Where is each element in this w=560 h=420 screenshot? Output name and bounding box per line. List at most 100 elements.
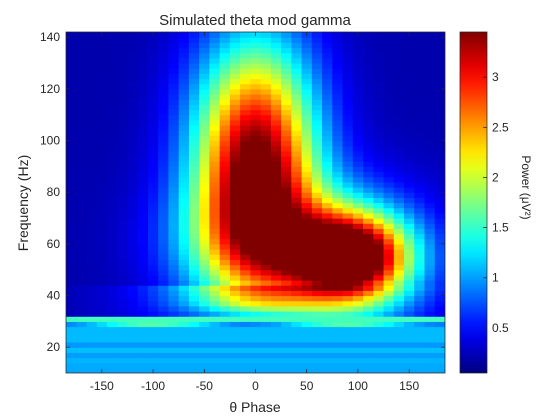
heatmap-cell xyxy=(404,316,415,322)
heatmap-cell xyxy=(219,357,231,364)
heatmap-cell xyxy=(117,171,129,178)
heatmap-cell xyxy=(240,57,251,64)
heatmap-cell xyxy=(332,295,344,302)
heatmap-cell xyxy=(434,125,445,131)
heatmap-cell xyxy=(168,254,180,260)
heatmap-cell xyxy=(66,166,77,173)
heatmap-cell xyxy=(66,228,77,235)
heatmap-cell xyxy=(219,290,231,297)
heatmap-cell xyxy=(199,83,210,90)
heatmap-cell xyxy=(137,321,149,328)
heatmap-cell xyxy=(383,130,395,136)
heatmap-cell xyxy=(342,130,354,136)
heatmap-cell xyxy=(127,290,139,297)
heatmap-cell xyxy=(434,342,445,348)
heatmap-cell xyxy=(96,130,108,136)
heatmap-cell xyxy=(209,228,221,235)
heatmap-cell xyxy=(301,249,313,255)
heatmap-cell xyxy=(322,367,333,373)
heatmap-cell xyxy=(209,99,221,105)
heatmap-cell xyxy=(311,109,323,116)
heatmap-cell xyxy=(106,347,118,353)
heatmap-cell xyxy=(127,140,139,147)
heatmap-cell xyxy=(178,104,190,111)
heatmap-cell xyxy=(342,326,354,333)
heatmap-cell xyxy=(229,68,241,74)
heatmap-cell xyxy=(76,331,88,338)
heatmap-cell xyxy=(301,347,313,353)
heatmap-cell xyxy=(137,42,149,49)
heatmap-cell xyxy=(66,197,77,204)
heatmap-cell xyxy=(106,68,118,74)
heatmap-cell xyxy=(66,342,77,348)
heatmap-cell xyxy=(106,99,118,105)
heatmap-cell xyxy=(66,119,77,126)
heatmap-cell xyxy=(342,176,354,183)
heatmap-cell xyxy=(342,109,354,116)
heatmap-cell xyxy=(158,32,170,38)
heatmap-cell xyxy=(137,125,149,131)
heatmap-cell xyxy=(424,367,436,373)
heatmap-cell xyxy=(209,300,221,307)
heatmap-cell xyxy=(414,269,426,276)
heatmap-cell xyxy=(117,114,129,121)
heatmap-cell xyxy=(158,202,170,209)
heatmap-cell xyxy=(199,249,210,255)
heatmap-cell xyxy=(117,130,129,136)
heatmap-cell xyxy=(363,347,374,353)
heatmap-cell xyxy=(209,280,221,286)
heatmap-cell xyxy=(383,316,395,322)
heatmap-cell xyxy=(363,218,374,224)
heatmap-cell xyxy=(342,104,354,111)
y-tick-label: 120 xyxy=(40,82,60,96)
heatmap-cell xyxy=(178,88,190,95)
heatmap-cell xyxy=(291,37,303,43)
heatmap-cell xyxy=(434,52,445,59)
heatmap-cell xyxy=(86,187,98,193)
heatmap-cell xyxy=(117,300,129,307)
heatmap-cell xyxy=(363,336,374,343)
heatmap-cell xyxy=(352,114,364,121)
heatmap-cell xyxy=(332,342,344,348)
heatmap-cell xyxy=(404,47,415,54)
heatmap-cell xyxy=(188,223,200,229)
heatmap-cell xyxy=(240,37,251,43)
heatmap-cell xyxy=(352,42,364,49)
heatmap-cell xyxy=(260,156,272,162)
heatmap-cell xyxy=(240,99,251,105)
heatmap-cell xyxy=(86,249,98,255)
heatmap-cell xyxy=(383,300,395,307)
heatmap-cell xyxy=(404,42,415,49)
heatmap-cell xyxy=(291,166,303,173)
heatmap-cell xyxy=(76,311,88,317)
heatmap-cell xyxy=(168,274,180,281)
heatmap-cell xyxy=(188,367,200,373)
heatmap-cell xyxy=(147,233,159,240)
heatmap-cell xyxy=(383,109,395,116)
heatmap-cell xyxy=(322,264,333,271)
heatmap-cell xyxy=(137,362,149,369)
heatmap-cell xyxy=(96,321,108,328)
x-tick-label: -50 xyxy=(196,379,214,393)
heatmap-cell xyxy=(188,187,200,193)
heatmap-cell xyxy=(363,300,374,307)
heatmap-cell xyxy=(158,68,170,74)
heatmap-cell xyxy=(199,285,210,291)
heatmap-cell xyxy=(86,352,98,359)
heatmap-cell xyxy=(127,280,139,286)
heatmap-cell xyxy=(424,243,436,250)
heatmap-cell xyxy=(219,367,231,373)
heatmap-cell xyxy=(86,47,98,54)
heatmap-cell xyxy=(250,290,262,297)
heatmap-cell xyxy=(178,238,190,245)
heatmap-cell xyxy=(260,145,272,152)
heatmap-cell xyxy=(311,269,323,276)
heatmap-cell xyxy=(199,130,210,136)
heatmap-cell xyxy=(86,181,98,188)
heatmap-cell xyxy=(127,207,139,214)
heatmap-cell xyxy=(363,63,374,69)
heatmap-cell xyxy=(188,305,200,312)
heatmap-cell xyxy=(137,305,149,312)
heatmap-cell xyxy=(250,192,262,198)
heatmap-cell xyxy=(158,269,170,276)
